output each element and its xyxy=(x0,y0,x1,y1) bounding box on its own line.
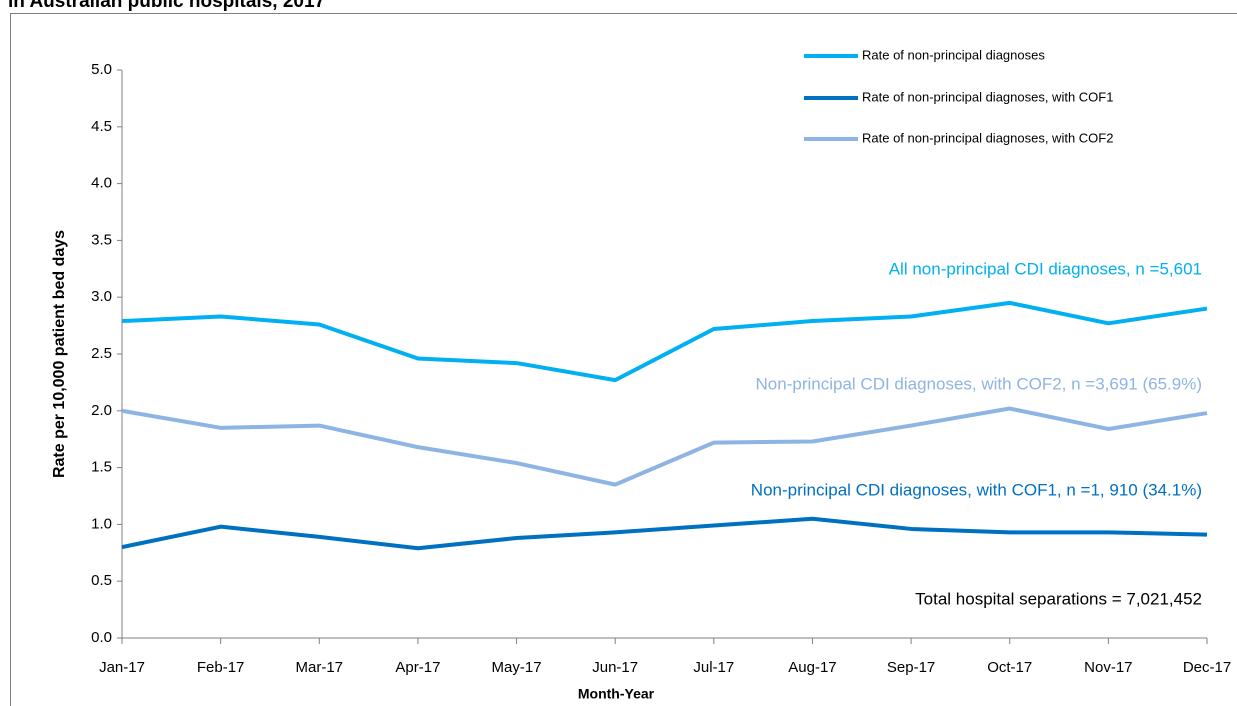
x-tick-label: Jun-17 xyxy=(592,659,638,676)
x-tick-label: Sep-17 xyxy=(887,659,935,676)
y-tick-label: 3.0 xyxy=(91,288,112,305)
chart-title: in Australian public hospitals, 2017 xyxy=(8,0,325,12)
x-tick-label: Nov-17 xyxy=(1084,659,1132,676)
x-tick-label: Apr-17 xyxy=(395,659,440,676)
x-tick-label: Dec-17 xyxy=(1183,659,1231,676)
x-tick-label: May-17 xyxy=(492,659,542,676)
y-tick-label: 2.5 xyxy=(91,345,112,362)
y-tick-label: 1.0 xyxy=(91,515,112,532)
legend-label: Rate of non-principal diagnoses, with CO… xyxy=(862,89,1113,104)
x-tick-label: Mar-17 xyxy=(296,659,344,676)
annotation: Total hospital separations = 7,021,452 xyxy=(915,589,1202,608)
y-tick-label: 0.5 xyxy=(91,572,112,589)
legend-label: Rate of non-principal diagnoses, with CO… xyxy=(862,130,1113,145)
x-tick-label: Jul-17 xyxy=(693,659,734,676)
y-tick-label: 1.5 xyxy=(91,459,112,476)
annotation: Non-principal CDI diagnoses, with COF2, … xyxy=(756,374,1202,393)
x-tick-label: Jan-17 xyxy=(99,659,145,676)
series-line xyxy=(121,300,1208,383)
x-tick-label: Aug-17 xyxy=(788,659,836,676)
series-line xyxy=(121,516,1208,551)
y-tick-label: 4.0 xyxy=(91,175,112,192)
series-line xyxy=(121,406,1208,487)
legend-label: Rate of non-principal diagnoses xyxy=(862,47,1045,62)
annotation: All non-principal CDI diagnoses, n =5,60… xyxy=(889,259,1202,278)
y-tick-label: 4.5 xyxy=(91,118,112,135)
y-tick-label: 5.0 xyxy=(91,61,112,78)
x-tick-label: Oct-17 xyxy=(987,659,1032,676)
x-axis-title: Month-Year xyxy=(578,686,655,702)
frame xyxy=(10,13,1237,706)
y-tick-label: 3.5 xyxy=(91,231,112,248)
annotation: Non-principal CDI diagnoses, with COF1, … xyxy=(751,480,1202,499)
y-tick-label: 0.0 xyxy=(91,629,112,646)
x-tick-label: Feb-17 xyxy=(197,659,245,676)
y-axis-title: Rate per 10,000 patient bed days xyxy=(51,230,68,478)
y-tick-label: 2.0 xyxy=(91,402,112,419)
